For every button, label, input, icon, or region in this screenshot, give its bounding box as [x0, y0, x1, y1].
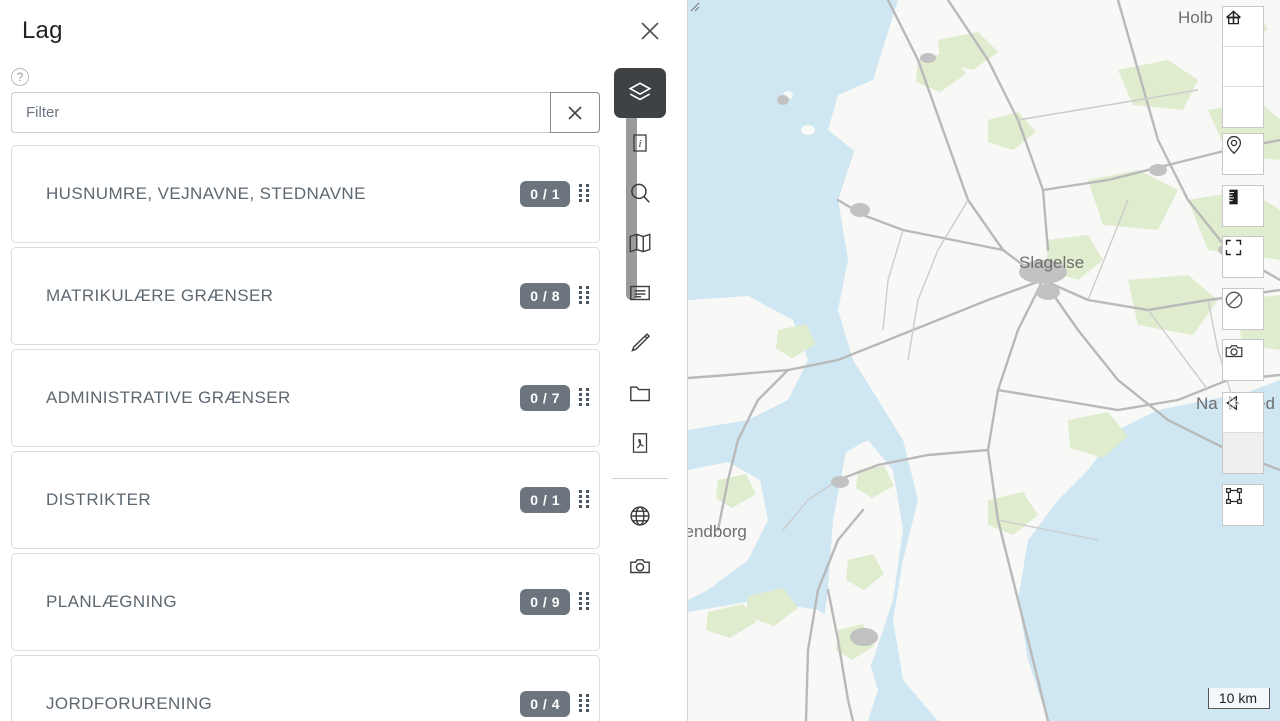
- resize-handle-icon[interactable]: [688, 0, 700, 12]
- layer-name: PLANLÆGNING: [46, 592, 177, 612]
- pdf-icon: [632, 433, 648, 453]
- tab-camera[interactable]: [614, 541, 666, 591]
- legend-icon: [630, 285, 650, 301]
- list-item[interactable]: HUSNUMRE, VEJNAVNE, STEDNAVNE 0 / 1: [11, 145, 600, 244]
- home-extent-button[interactable]: [1223, 7, 1263, 47]
- panel-main: ? HUSNUMRE, VEJNAVNE, STEDNAVN: [0, 62, 620, 721]
- layer-name: ADMINISTRATIVE GRÆNSER: [46, 388, 291, 408]
- folder-icon: [630, 386, 650, 402]
- list-item[interactable]: DISTRIKTER 0 / 1: [11, 451, 600, 550]
- filter-row: [0, 92, 620, 134]
- toolbar-divider: [612, 478, 668, 479]
- help-icon[interactable]: ?: [11, 68, 29, 87]
- map-icon: [629, 233, 651, 253]
- measure-control: [1222, 185, 1264, 227]
- next-extent-button: [1223, 395, 1263, 473]
- page-title: Lag: [22, 17, 63, 44]
- location-pin-icon: [1226, 135, 1242, 155]
- layer-name: DISTRIKTER: [46, 490, 152, 510]
- fullscreen-control: [1222, 236, 1264, 278]
- drag-handle-icon[interactable]: [579, 490, 589, 510]
- drag-handle-icon[interactable]: [579, 184, 589, 204]
- map-camera-button[interactable]: [1223, 340, 1263, 380]
- ruler-icon: [1229, 189, 1238, 205]
- layer-name: MATRIKULÆRE GRÆNSER: [46, 286, 274, 306]
- tab-folder[interactable]: [614, 368, 666, 418]
- measure-button[interactable]: [1223, 186, 1263, 226]
- filter-input[interactable]: [11, 92, 550, 134]
- camera-icon: [1225, 345, 1243, 358]
- block-control: [1222, 288, 1264, 330]
- status-badge: 0 / 7: [520, 385, 570, 412]
- close-icon: [641, 22, 659, 40]
- tab-legend[interactable]: [614, 268, 666, 318]
- select-area-icon: [1226, 488, 1242, 504]
- close-panel-button[interactable]: [633, 14, 667, 48]
- layer-name: JORDFORURENING: [46, 694, 213, 714]
- svg-text:i: i: [638, 138, 641, 150]
- status-badge: 0 / 1: [520, 487, 570, 514]
- next-extent-icon: [1229, 395, 1240, 411]
- map-canvas[interactable]: Holb Slagelse Na ed vendborg: [688, 0, 1280, 721]
- list-item[interactable]: PLANLÆGNING 0 / 9: [11, 553, 600, 652]
- layers-panel: Lag ?: [0, 0, 688, 721]
- zoom-controls: [1222, 6, 1264, 128]
- tab-info[interactable]: i: [614, 118, 666, 168]
- zoom-in-button[interactable]: [1223, 10, 1263, 87]
- tool-sidebar: i: [612, 68, 668, 591]
- select-area-control: [1222, 484, 1264, 526]
- locate-control: [1222, 133, 1264, 175]
- fullscreen-button[interactable]: [1223, 237, 1263, 277]
- list-item[interactable]: ADMINISTRATIVE GRÆNSER 0 / 7: [11, 349, 600, 448]
- panel-body: ? HUSNUMRE, VEJNAVNE, STEDNAVN: [0, 62, 687, 721]
- tab-globe[interactable]: [614, 491, 666, 541]
- tab-search[interactable]: [614, 168, 666, 218]
- previous-extent-icon: [1226, 395, 1237, 411]
- locate-button[interactable]: [1223, 134, 1263, 174]
- search-icon: [631, 183, 650, 203]
- map-camera-control: [1222, 339, 1264, 381]
- status-badge: 0 / 1: [520, 181, 570, 208]
- drag-handle-icon[interactable]: [579, 388, 589, 408]
- pencil-icon: [631, 333, 651, 352]
- no-entry-icon: [1225, 291, 1243, 309]
- minus-icon: [1226, 16, 1241, 19]
- layers-icon: [628, 82, 652, 101]
- drag-handle-icon[interactable]: [579, 694, 589, 714]
- info-icon: i: [633, 134, 647, 152]
- tab-pdf[interactable]: [614, 418, 666, 468]
- globe-icon: [630, 506, 650, 526]
- filter-clear-button[interactable]: [550, 92, 600, 134]
- clear-icon: [568, 106, 582, 120]
- no-entry-button[interactable]: [1223, 289, 1263, 329]
- panel-header: Lag: [0, 0, 687, 62]
- zoom-out-button[interactable]: [1223, 16, 1263, 127]
- drag-handle-icon[interactable]: [579, 286, 589, 306]
- extent-history-controls: [1222, 392, 1264, 474]
- select-area-button[interactable]: [1223, 485, 1263, 525]
- fullscreen-icon: [1225, 239, 1242, 256]
- filter-input-wrap: [11, 92, 600, 134]
- scrollbar-thumb[interactable]: [625, 84, 637, 300]
- status-badge: 0 / 8: [520, 283, 570, 310]
- status-badge: 0 / 4: [520, 691, 570, 718]
- tab-map[interactable]: [614, 218, 666, 268]
- drag-handle-icon[interactable]: [579, 592, 589, 612]
- list-item[interactable]: MATRIKULÆRE GRÆNSER 0 / 8: [11, 247, 600, 346]
- map-graphics: [688, 0, 1280, 721]
- scale-bar: 10 km: [1207, 688, 1270, 709]
- tab-layers[interactable]: [614, 68, 666, 118]
- camera-icon: [630, 559, 650, 574]
- status-badge: 0 / 9: [520, 589, 570, 616]
- list-item[interactable]: JORDFORURENING 0 / 4: [11, 655, 600, 721]
- tab-draw[interactable]: [614, 318, 666, 368]
- layer-list: HUSNUMRE, VEJNAVNE, STEDNAVNE 0 / 1 MATR…: [0, 145, 620, 721]
- layer-name: HUSNUMRE, VEJNAVNE, STEDNAVNE: [46, 184, 366, 204]
- help-row: ?: [0, 62, 620, 92]
